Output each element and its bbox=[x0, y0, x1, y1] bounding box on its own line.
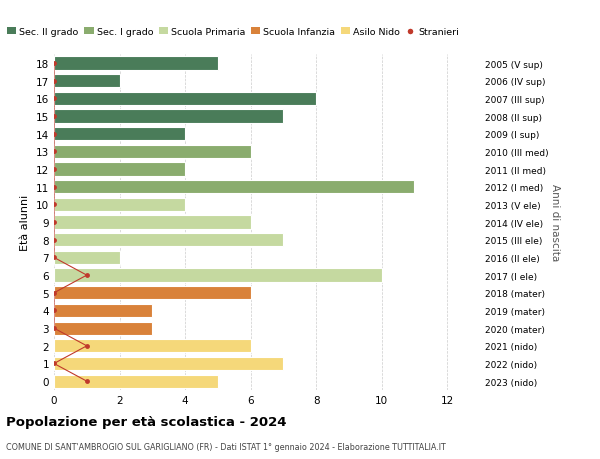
Bar bbox=[54, 146, 251, 159]
Bar bbox=[54, 357, 283, 370]
Bar bbox=[54, 340, 251, 353]
Bar bbox=[54, 93, 316, 106]
Bar bbox=[54, 163, 185, 176]
Bar bbox=[54, 181, 415, 194]
Bar bbox=[54, 128, 185, 141]
Bar bbox=[54, 234, 283, 247]
Bar bbox=[54, 269, 382, 282]
Bar bbox=[54, 198, 185, 212]
Bar bbox=[54, 304, 152, 318]
Bar bbox=[54, 322, 152, 335]
Bar bbox=[54, 286, 251, 300]
Text: COMUNE DI SANT'AMBROGIO SUL GARIGLIANO (FR) - Dati ISTAT 1° gennaio 2024 - Elabo: COMUNE DI SANT'AMBROGIO SUL GARIGLIANO (… bbox=[6, 442, 446, 451]
Y-axis label: Anni di nascita: Anni di nascita bbox=[550, 184, 560, 261]
Bar bbox=[54, 375, 218, 388]
Legend: Sec. II grado, Sec. I grado, Scuola Primaria, Scuola Infanzia, Asilo Nido, Stran: Sec. II grado, Sec. I grado, Scuola Prim… bbox=[7, 28, 459, 37]
Text: Popolazione per età scolastica - 2024: Popolazione per età scolastica - 2024 bbox=[6, 415, 287, 428]
Bar bbox=[54, 251, 119, 264]
Bar bbox=[54, 216, 251, 229]
Y-axis label: Età alunni: Età alunni bbox=[20, 195, 31, 251]
Bar bbox=[54, 57, 218, 71]
Bar bbox=[54, 110, 283, 123]
Bar bbox=[54, 75, 119, 88]
